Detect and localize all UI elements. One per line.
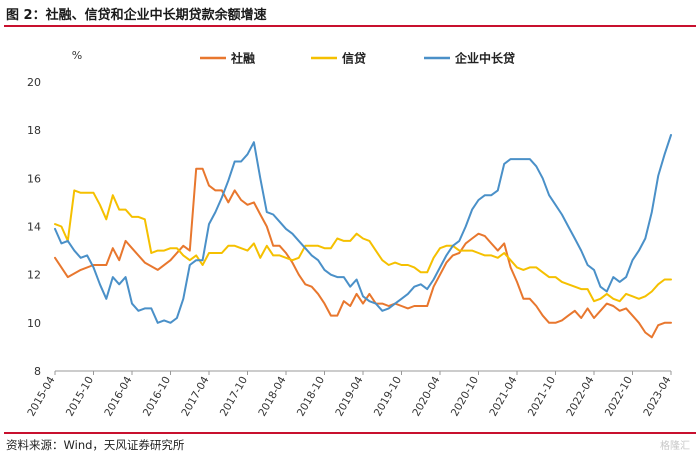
x-tick-label: 2018-10	[295, 375, 327, 419]
y-tick-label: 14	[27, 221, 41, 234]
x-tick-label: 2019-10	[372, 375, 404, 419]
series-line	[54, 167, 672, 339]
x-tick-label: 2018-04	[256, 374, 288, 418]
legend-label: 企业中长贷	[454, 51, 515, 66]
watermark: 格隆汇	[660, 441, 690, 452]
x-tick-label: 2021-04	[487, 374, 519, 418]
x-tick-label: 2017-04	[179, 374, 211, 418]
x-tick-label: 2016-10	[141, 375, 173, 419]
title-rule	[4, 25, 696, 27]
y-tick-label: 10	[27, 317, 41, 330]
y-unit-label: %	[72, 49, 82, 62]
x-tick-label: 2019-04	[333, 374, 365, 418]
y-tick-label: 12	[27, 269, 41, 282]
source-note: 资料来源：Wind，天风证券研究所	[6, 438, 185, 452]
series-line	[54, 134, 672, 324]
y-tick-label: 16	[27, 172, 41, 185]
legend-label: 信贷	[342, 51, 366, 66]
y-tick-label: 8	[34, 365, 41, 378]
x-tick-label: 2022-10	[603, 375, 635, 419]
x-tick-label: 2020-10	[449, 375, 481, 419]
x-tick-label: 2015-04	[25, 374, 57, 418]
x-tick-label: 2015-10	[64, 375, 96, 419]
x-tick-label: 2022-04	[564, 374, 596, 418]
figure-title: 图 2：社融、信贷和企业中长期贷款余额增速	[6, 8, 267, 23]
y-tick-label: 18	[27, 124, 41, 137]
x-tick-label: 2020-04	[410, 374, 442, 418]
x-tick-label: 2017-10	[218, 375, 250, 419]
x-tick-label: 2023-04	[641, 374, 673, 418]
x-tick-label: 2016-04	[102, 374, 134, 418]
series-line	[54, 189, 672, 303]
y-tick-label: 20	[27, 76, 41, 89]
x-tick-label: 2021-10	[526, 375, 558, 419]
legend-label: 社融	[230, 51, 255, 66]
bottom-rule	[4, 432, 696, 434]
